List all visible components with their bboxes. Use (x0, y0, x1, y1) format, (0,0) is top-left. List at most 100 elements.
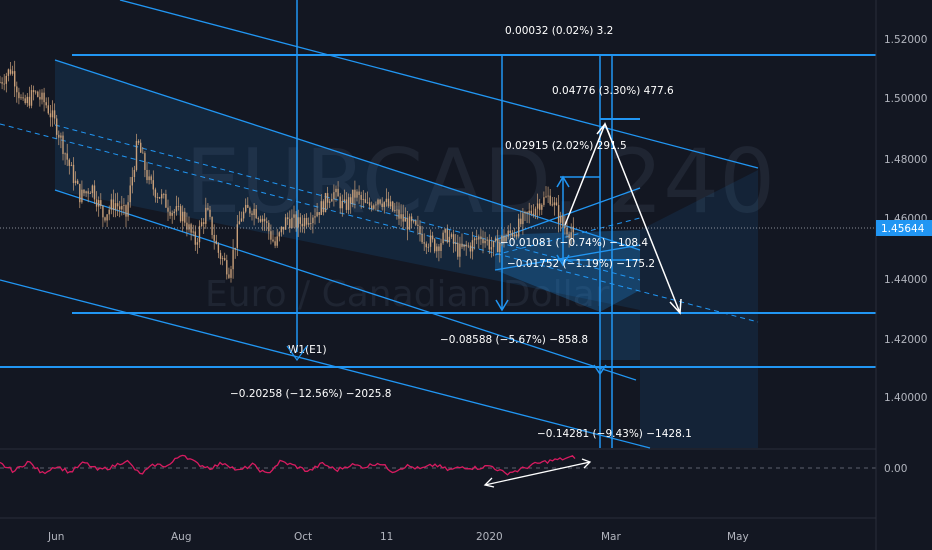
candle-body (389, 201, 392, 207)
candle-body (182, 211, 184, 222)
candle-body (402, 214, 404, 222)
candle-body (381, 203, 383, 207)
candle-body (11, 71, 14, 74)
candle-body (60, 135, 62, 138)
inner-channel-upper[interactable] (54, 59, 641, 251)
candle-body (463, 244, 465, 247)
candle-body (58, 134, 60, 138)
candle-body (24, 98, 26, 104)
candle-body (308, 223, 310, 225)
candle-body (268, 222, 270, 232)
inner-channel-lower[interactable] (54, 189, 637, 381)
candle-body (156, 197, 159, 198)
candle-body (543, 197, 545, 205)
triangle-mid[interactable] (494, 217, 641, 256)
candle-body (207, 207, 209, 210)
x-tick-jun: Jun (47, 531, 64, 543)
candle-body (150, 176, 152, 181)
candle-body (85, 191, 87, 194)
measure-label-3: 0.02915 (2.02%) 291.5 (505, 140, 627, 152)
candle-body (350, 197, 352, 204)
candle-body (211, 216, 213, 235)
candle-body (114, 203, 117, 210)
candle-body (186, 222, 188, 230)
candle-body (110, 199, 112, 210)
candle-body (434, 239, 436, 252)
candle-body (257, 218, 259, 220)
projection-zone-fill (640, 170, 758, 448)
candle-body (37, 91, 39, 97)
measure-label-8: −0.14281 (−9.43%) −1428.1 (537, 428, 692, 440)
channel-midline[interactable] (0, 123, 759, 323)
candle-body (219, 252, 222, 259)
inner-midline[interactable] (54, 124, 641, 281)
candle-body (534, 208, 537, 216)
candle-body (488, 239, 490, 250)
candle-body (194, 231, 196, 245)
candle-body (22, 97, 24, 99)
candle-body (20, 97, 22, 99)
candle-body (297, 217, 299, 228)
candle-body (167, 207, 169, 212)
candle-body (406, 218, 409, 230)
candle-body (396, 209, 398, 211)
candle-body (171, 212, 173, 216)
candle-body (215, 240, 217, 244)
x-tick-11: 11 (380, 531, 393, 543)
candle-body (467, 245, 469, 247)
outer-channel-lower[interactable] (0, 279, 651, 449)
oscillator-line[interactable] (0, 454, 576, 476)
candle-body (494, 238, 497, 242)
divergence-arrowhead-left (483, 477, 495, 488)
candle-body (341, 200, 343, 209)
candle-body (301, 223, 304, 227)
candle-body (282, 226, 285, 230)
candle-body (452, 234, 455, 244)
candle-body (221, 258, 224, 259)
candle-body (253, 208, 255, 216)
triangle-fill (495, 230, 640, 312)
candle-body (261, 218, 264, 222)
candle-body (400, 214, 402, 219)
watermark-name: Euro / Canadian Dollar (205, 274, 610, 315)
forecast-arrowhead-down (669, 298, 682, 315)
y-tick-0: 1.52000 (884, 34, 927, 46)
candle-body (505, 236, 507, 242)
candle-body (398, 209, 400, 219)
candle-body (385, 198, 388, 203)
candle-body (423, 242, 425, 244)
candle-body (347, 197, 350, 210)
candle-body (507, 230, 509, 237)
candle-body (427, 246, 430, 248)
candle-body (49, 113, 52, 118)
candle-body (104, 217, 106, 221)
candle-body (203, 222, 205, 224)
candle-body (41, 92, 43, 100)
candle-body (175, 206, 178, 212)
candle-body (263, 218, 266, 222)
candle-body (490, 247, 493, 250)
candle-body (377, 199, 379, 205)
candle-body (291, 217, 293, 228)
divergence-line[interactable] (484, 461, 591, 486)
candle-body (352, 189, 354, 204)
candle-body (326, 193, 329, 203)
measure-label-5: −0.01752 (−1.19%) −175.2 (507, 258, 655, 270)
candle-body (242, 211, 245, 219)
candle-body (79, 183, 81, 203)
candle-body (89, 193, 91, 194)
candle-body (200, 222, 203, 227)
candle-body (127, 202, 129, 217)
candle-body (394, 210, 396, 211)
candle-body (509, 230, 511, 233)
candle-body (457, 242, 459, 257)
measure-label-7: −0.20258 (−12.56%) −2025.8 (230, 388, 391, 400)
outer-channel-upper[interactable] (119, 0, 759, 169)
candle-body (465, 244, 467, 247)
candle-body (51, 110, 54, 118)
candle-body (188, 224, 190, 230)
candle-body (455, 242, 457, 244)
candle-body (129, 185, 131, 203)
candle-body (473, 238, 476, 241)
